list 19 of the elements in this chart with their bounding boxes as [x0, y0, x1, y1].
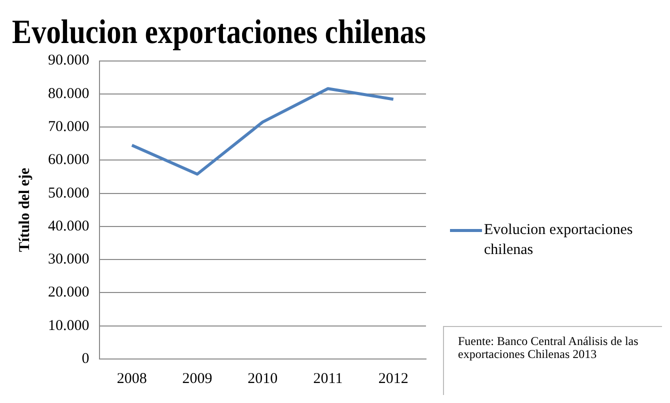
y-tick-label: 30.000 — [48, 252, 90, 268]
y-tick-label: 10.000 — [48, 318, 90, 334]
y-tick-label: 0 — [82, 350, 90, 367]
x-tick-label: 2009 — [182, 370, 212, 387]
y-tick-label: 20.000 — [48, 284, 90, 301]
legend-label: Evolucion exportaciones chilenas — [484, 221, 634, 260]
source-note: Fuente: Banco Central Análisis de las exportaciones Chilenas 2013 — [458, 334, 640, 361]
x-tick-label: 2010 — [248, 370, 278, 387]
y-tick-label: 50.000 — [48, 185, 90, 202]
y-tick-label: 60.000 — [48, 152, 90, 168]
x-tick-label: 2008 — [116, 370, 147, 387]
y-axis-title: Título del eje — [16, 167, 33, 252]
y-tick-label: 40.000 — [48, 218, 90, 234]
y-tick-label: 70.000 — [48, 119, 90, 136]
x-tick-label: 2012 — [378, 370, 408, 387]
chart-title: Evolucion exportaciones chilenas — [12, 13, 426, 51]
y-tick-label: 80.000 — [48, 86, 90, 102]
y-tick-label: 90.000 — [48, 52, 90, 69]
x-tick-label: 2011 — [313, 370, 343, 387]
